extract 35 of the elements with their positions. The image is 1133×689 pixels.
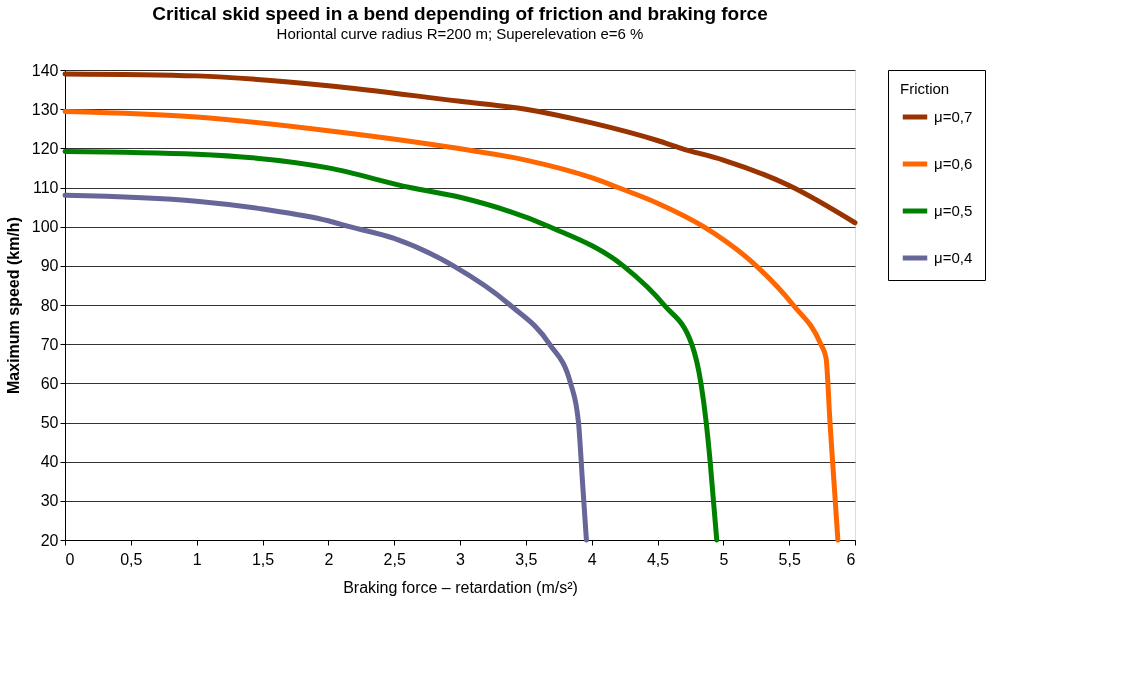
x-tick-label: 2,5 <box>383 550 406 568</box>
legend-label: μ=0,4 <box>934 249 973 266</box>
x-tick-label: 3 <box>456 550 466 568</box>
legend-label: μ=0,6 <box>934 155 973 172</box>
y-tick-label: 120 <box>31 139 59 157</box>
chart-title: Critical skid speed in a bend depending of friction and braking force <box>152 3 768 24</box>
chart-subtitle: Horiontal curve radius R=200 m; Superelevation e=6 % <box>276 25 644 42</box>
y-tick-label: 110 <box>32 179 59 196</box>
y-tick-label: 20 <box>40 531 59 549</box>
x-tick-label: 3,5 <box>515 550 538 568</box>
y-tick-label: 50 <box>40 414 59 431</box>
y-tick-label: 60 <box>40 374 59 392</box>
y-tick-label: 80 <box>40 296 59 314</box>
x-tick-label: 2 <box>324 550 334 568</box>
x-tick-label: 4 <box>587 550 597 568</box>
y-tick-label: 140 <box>31 61 59 79</box>
legend-label: μ=0,7 <box>934 108 973 125</box>
y-tick-label: 90 <box>40 257 59 275</box>
y-tick-label: 100 <box>31 218 59 236</box>
x-tick-label: 5,5 <box>778 550 801 568</box>
y-tick-label: 130 <box>31 100 59 118</box>
legend-title: Friction <box>900 80 950 97</box>
x-tick-label: 1 <box>192 550 202 568</box>
y-tick-label: 70 <box>40 335 59 353</box>
x-axis-title: Braking force – retardation (m/s²) <box>343 578 578 596</box>
x-tick-label: 0 <box>65 550 75 568</box>
y-tick-label: 40 <box>40 453 59 471</box>
legend-label: μ=0,5 <box>934 202 973 219</box>
x-tick-label: 4,5 <box>646 550 670 568</box>
x-tick-label: 0,5 <box>120 550 143 568</box>
y-tick-label: 30 <box>40 492 59 510</box>
x-tick-label: 5 <box>719 550 729 568</box>
y-axis-title: Maximum speed (km/h) <box>4 217 22 394</box>
x-tick-label: 6 <box>846 550 856 568</box>
x-tick-label: 1,5 <box>251 550 275 568</box>
